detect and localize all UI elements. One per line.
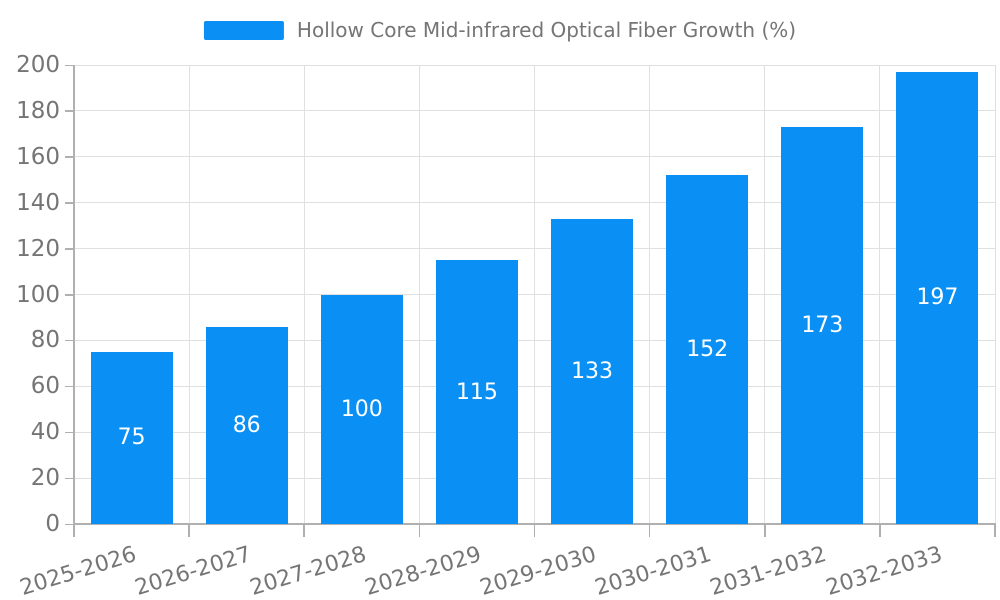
x-axis-tick	[188, 524, 190, 537]
y-axis-tick-label: 0	[45, 511, 60, 537]
legend[interactable]: Hollow Core Mid-infrared Optical Fiber G…	[203, 18, 797, 42]
y-axis-line	[73, 65, 75, 526]
y-axis-tick	[65, 202, 74, 204]
y-axis-tick-label: 60	[30, 373, 60, 400]
x-axis-tick-label: 2027-2028	[247, 542, 370, 600]
x-axis-tick-label: 2030-2031	[592, 542, 715, 600]
x-axis-tick-label: 2032-2033	[822, 542, 945, 600]
x-axis-tick	[303, 524, 306, 537]
y-axis-tick	[65, 477, 74, 480]
y-axis-tick	[65, 339, 74, 342]
x-axis-tick	[73, 524, 75, 537]
y-axis-tick-label: 140	[16, 189, 60, 216]
y-axis-tick-label: 160	[16, 143, 60, 170]
bar-value-label: 86	[232, 412, 261, 438]
bar-value-label: 100	[340, 396, 383, 422]
bar-value-label: 115	[455, 379, 498, 405]
y-axis-tick	[65, 110, 74, 112]
gridline-vertical	[534, 65, 535, 524]
x-axis-tick	[763, 524, 766, 537]
bar: 86	[205, 326, 288, 524]
y-axis-tick-label: 120	[16, 235, 60, 262]
y-axis-tick-label: 40	[30, 419, 60, 446]
gridline-vertical	[649, 65, 651, 524]
x-axis-tick	[418, 524, 421, 537]
x-axis-tick	[879, 524, 881, 537]
x-axis-tick	[648, 524, 651, 537]
gridline-vertical	[994, 65, 996, 524]
bar-value-label: 152	[686, 337, 729, 363]
x-axis-tick	[533, 524, 536, 537]
x-axis-tick	[994, 524, 996, 537]
gridline-vertical	[188, 65, 190, 524]
x-axis-tick-label: 2026-2027	[132, 542, 254, 600]
x-axis-tick-label: 2025-2026	[16, 542, 139, 600]
bar: 152	[666, 175, 749, 524]
y-axis-tick	[65, 156, 74, 158]
y-axis-tick-label: 20	[30, 465, 60, 492]
x-axis-tick-label: 2031-2032	[707, 542, 830, 600]
gridline-vertical	[303, 65, 305, 524]
y-axis-tick-label: 100	[16, 281, 60, 308]
bar-value-label: 133	[571, 358, 614, 384]
y-axis-tick	[65, 294, 74, 296]
bar-value-label: 197	[916, 285, 959, 311]
bar: 100	[320, 294, 403, 524]
bar: 197	[896, 71, 979, 524]
y-axis-tick	[65, 248, 74, 250]
bar-value-label: 75	[117, 425, 146, 451]
gridline-vertical	[418, 65, 420, 524]
legend-swatch	[203, 20, 284, 40]
bar: 173	[781, 126, 864, 524]
x-axis-tick-label: 2029-2030	[477, 542, 600, 600]
y-axis-tick	[65, 385, 74, 388]
y-axis-tick	[65, 64, 74, 67]
gridline-vertical	[879, 65, 881, 524]
bar: 115	[435, 260, 518, 524]
y-axis-tick-label: 200	[16, 52, 60, 78]
legend-label: Hollow Core Mid-infrared Optical Fiber G…	[296, 18, 797, 42]
bar-value-label: 173	[801, 312, 844, 338]
y-axis-tick-label: 180	[16, 97, 60, 124]
y-axis-tick	[65, 523, 74, 526]
y-axis-tick-label: 80	[30, 327, 60, 354]
gridline-vertical	[764, 65, 766, 524]
y-axis-tick	[65, 431, 74, 434]
bar: 133	[551, 218, 634, 524]
x-axis-tick-label: 2028-2029	[362, 542, 485, 600]
bar: 75	[90, 351, 173, 524]
